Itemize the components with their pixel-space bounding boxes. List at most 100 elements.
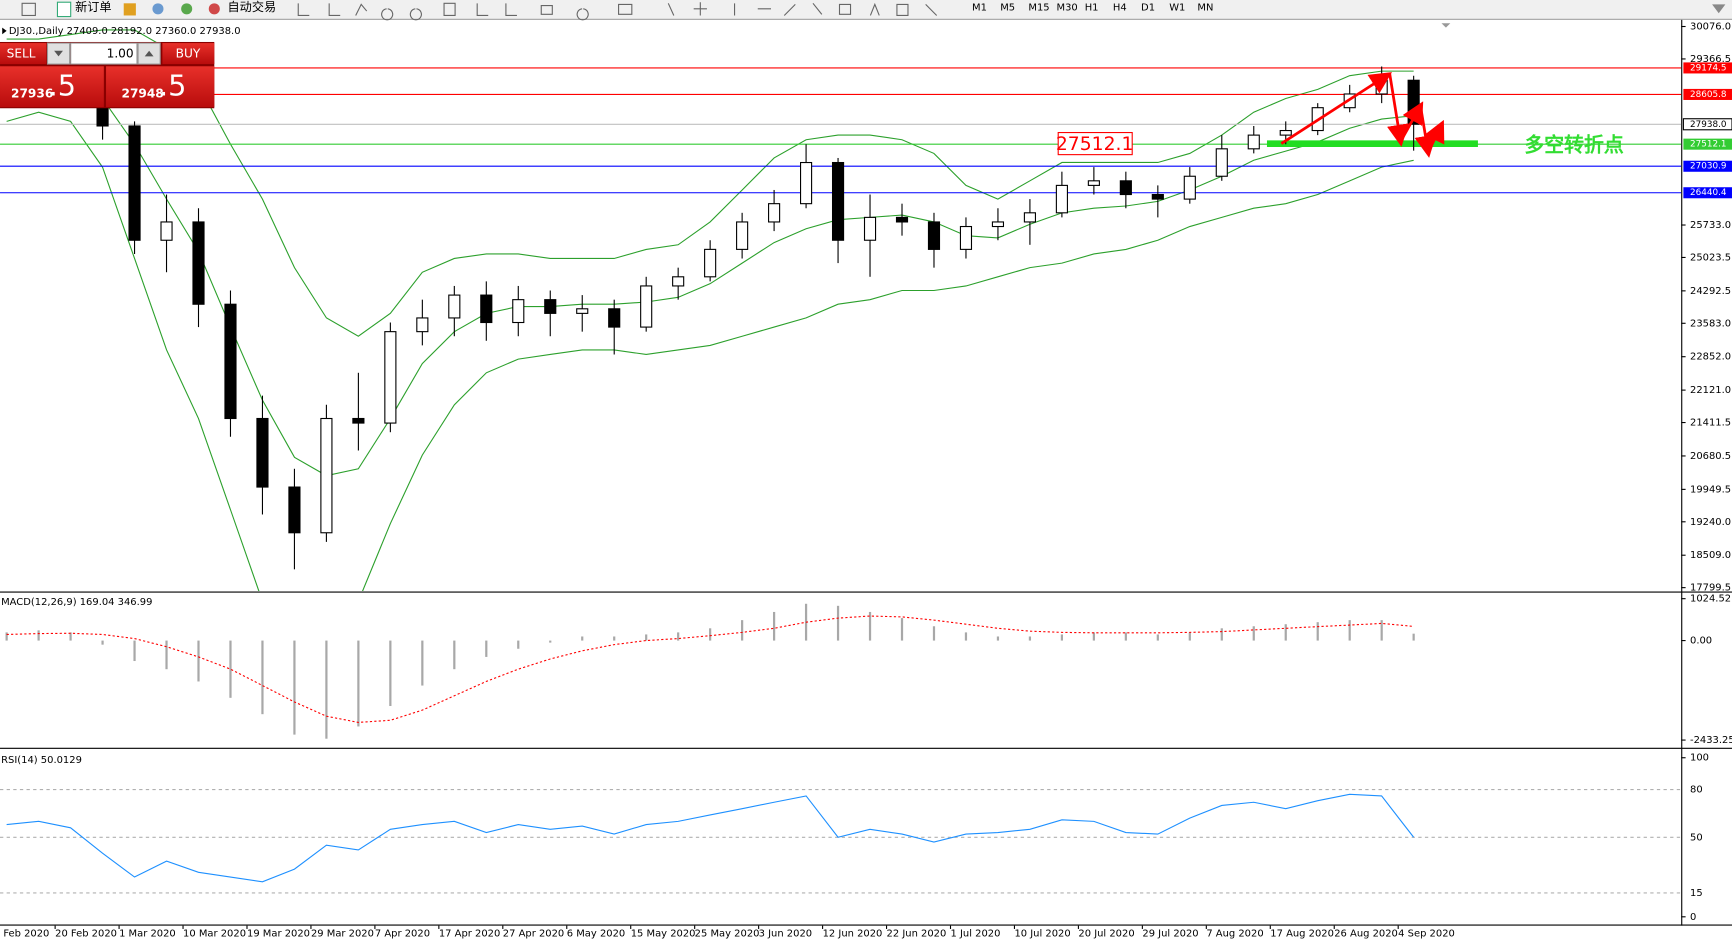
x-tick-label: 3 Jun 2020 — [759, 928, 812, 939]
macd-bar — [1252, 626, 1255, 641]
lot-input[interactable] — [70, 42, 138, 65]
sell-button[interactable] — [0, 43, 47, 65]
x-tick-label: 1 Mar 2020 — [119, 928, 176, 939]
level-label-bg — [1683, 187, 1732, 199]
macd-bar — [37, 630, 40, 641]
macd-bar — [1188, 632, 1191, 641]
arrow — [1399, 101, 1424, 143]
sell-price-fraction[interactable]: .5 — [49, 68, 76, 102]
macd-bar — [1220, 628, 1223, 641]
auto-trading-icon[interactable] — [208, 3, 220, 15]
new-order-icon[interactable] — [56, 1, 72, 18]
header-icon — [2, 27, 7, 35]
tool-icons — [297, 2, 938, 21]
candle-body — [288, 486, 301, 534]
y-tick-label: 19240.0 — [1690, 517, 1731, 528]
level-label: 26440.4 — [1690, 188, 1727, 198]
candle-body — [608, 308, 621, 328]
candle-body — [160, 221, 173, 241]
toolbar-bg — [0, 0, 1732, 19]
candle-body — [895, 216, 909, 223]
x-tick-label: 10 Jul 2020 — [1014, 928, 1070, 939]
candle-body — [927, 221, 941, 250]
candle-body — [863, 216, 877, 241]
candle-body — [128, 125, 141, 241]
macd-bar — [165, 640, 168, 670]
pane-title: MACD(12,26,9) 169.04 346.99 — [1, 597, 152, 608]
annotation-note: 多空转折点 — [1524, 133, 1624, 156]
auto-trading-button[interactable]: 自动交易 — [228, 0, 277, 14]
macd-bar — [485, 640, 488, 657]
level-label-bg — [1683, 88, 1732, 100]
candle-body — [1023, 212, 1036, 223]
bollinger-band — [6, 111, 1414, 591]
sell-label[interactable]: SELL — [7, 47, 36, 61]
macd-signal — [6, 615, 1414, 723]
candle-body — [640, 285, 653, 328]
macd-bar — [549, 640, 552, 643]
annotation-price: 27512.1 — [1056, 134, 1134, 155]
pane-title: RSI(14) 50.0129 — [1, 755, 82, 766]
macd-bar — [741, 620, 744, 641]
icon[interactable] — [152, 3, 164, 15]
candle-body — [1055, 184, 1068, 214]
x-tick-label: 22 Jun 2020 — [887, 928, 947, 939]
y-tick-label: 50 — [1690, 832, 1703, 843]
x-tick-label: 7 Apr 2020 — [375, 928, 430, 939]
icon[interactable] — [123, 3, 136, 16]
timeframe-button[interactable]: W1 — [1169, 3, 1185, 14]
icon[interactable] — [21, 2, 36, 17]
lot-value[interactable]: 1.00 — [107, 47, 134, 61]
x-tick-label: 6 May 2020 — [567, 928, 625, 939]
x-tick-label: 27 Apr 2020 — [503, 928, 564, 939]
buy-button[interactable] — [162, 43, 215, 65]
candle-body — [480, 294, 493, 324]
timeframe-button[interactable]: D1 — [1141, 3, 1155, 14]
timeframe-button[interactable]: M1 — [972, 3, 987, 14]
main-plot — [0, 29, 1682, 591]
timeframe-button[interactable]: H1 — [1085, 3, 1099, 14]
macd-bar — [517, 640, 520, 649]
macd-bar — [325, 640, 328, 739]
icon — [54, 50, 63, 57]
x-tick-label: 20 Feb 2020 — [55, 928, 117, 939]
timeframe-button[interactable]: M30 — [1057, 3, 1078, 14]
sell-price-button[interactable] — [0, 66, 104, 108]
macd-bar — [645, 634, 648, 641]
y-tick-label: 18509.0 — [1690, 550, 1731, 561]
timeframe-button[interactable]: MN — [1197, 3, 1213, 14]
candle-body — [448, 294, 461, 319]
level-label-bg — [1683, 160, 1732, 172]
candle-body — [1087, 180, 1100, 186]
timeframe-button[interactable]: M5 — [1000, 3, 1015, 14]
new-order-button[interactable]: 新订单 — [75, 0, 111, 14]
timeframe-button[interactable]: H4 — [1113, 3, 1127, 14]
chart-header: DJ30.,Daily 27409.0 28192.0 27360.0 2793… — [9, 26, 241, 37]
buy-price-button[interactable] — [106, 66, 215, 108]
x-tick-label: 12 Jun 2020 — [823, 928, 883, 939]
icon[interactable] — [181, 3, 193, 15]
toolbar: 新订单 自动交易 M1 M5 M15 M30 H1 H4 D1 W1 MN — [0, 0, 1732, 21]
candle-body — [352, 417, 365, 424]
candle-body — [192, 221, 205, 305]
annotation-box — [1057, 131, 1133, 156]
macd-bar — [868, 611, 872, 641]
buy-price[interactable]: 27948 — [122, 86, 164, 100]
y-tick-label: 15 — [1690, 888, 1703, 899]
timeframe-button[interactable]: M15 — [1028, 3, 1049, 14]
sell-price[interactable]: 27936 — [11, 86, 53, 100]
macd-plot — [5, 603, 1415, 739]
candle-body — [1151, 193, 1164, 200]
candle-body — [1215, 148, 1228, 177]
macd-bar — [1284, 624, 1287, 641]
buy-price-fraction[interactable]: .5 — [159, 68, 186, 102]
macd-bar — [613, 636, 616, 641]
x-tick-label: 17 Aug 2020 — [1270, 928, 1334, 939]
macd-bar — [964, 632, 968, 641]
x-tick-label: 10 Mar 2020 — [183, 928, 246, 939]
macd-bar — [5, 632, 8, 641]
macd-bar — [69, 632, 72, 641]
buy-label[interactable]: BUY — [176, 47, 201, 61]
x-tick-label: 19 Mar 2020 — [247, 928, 310, 939]
level-label: 29174.5 — [1690, 63, 1727, 73]
